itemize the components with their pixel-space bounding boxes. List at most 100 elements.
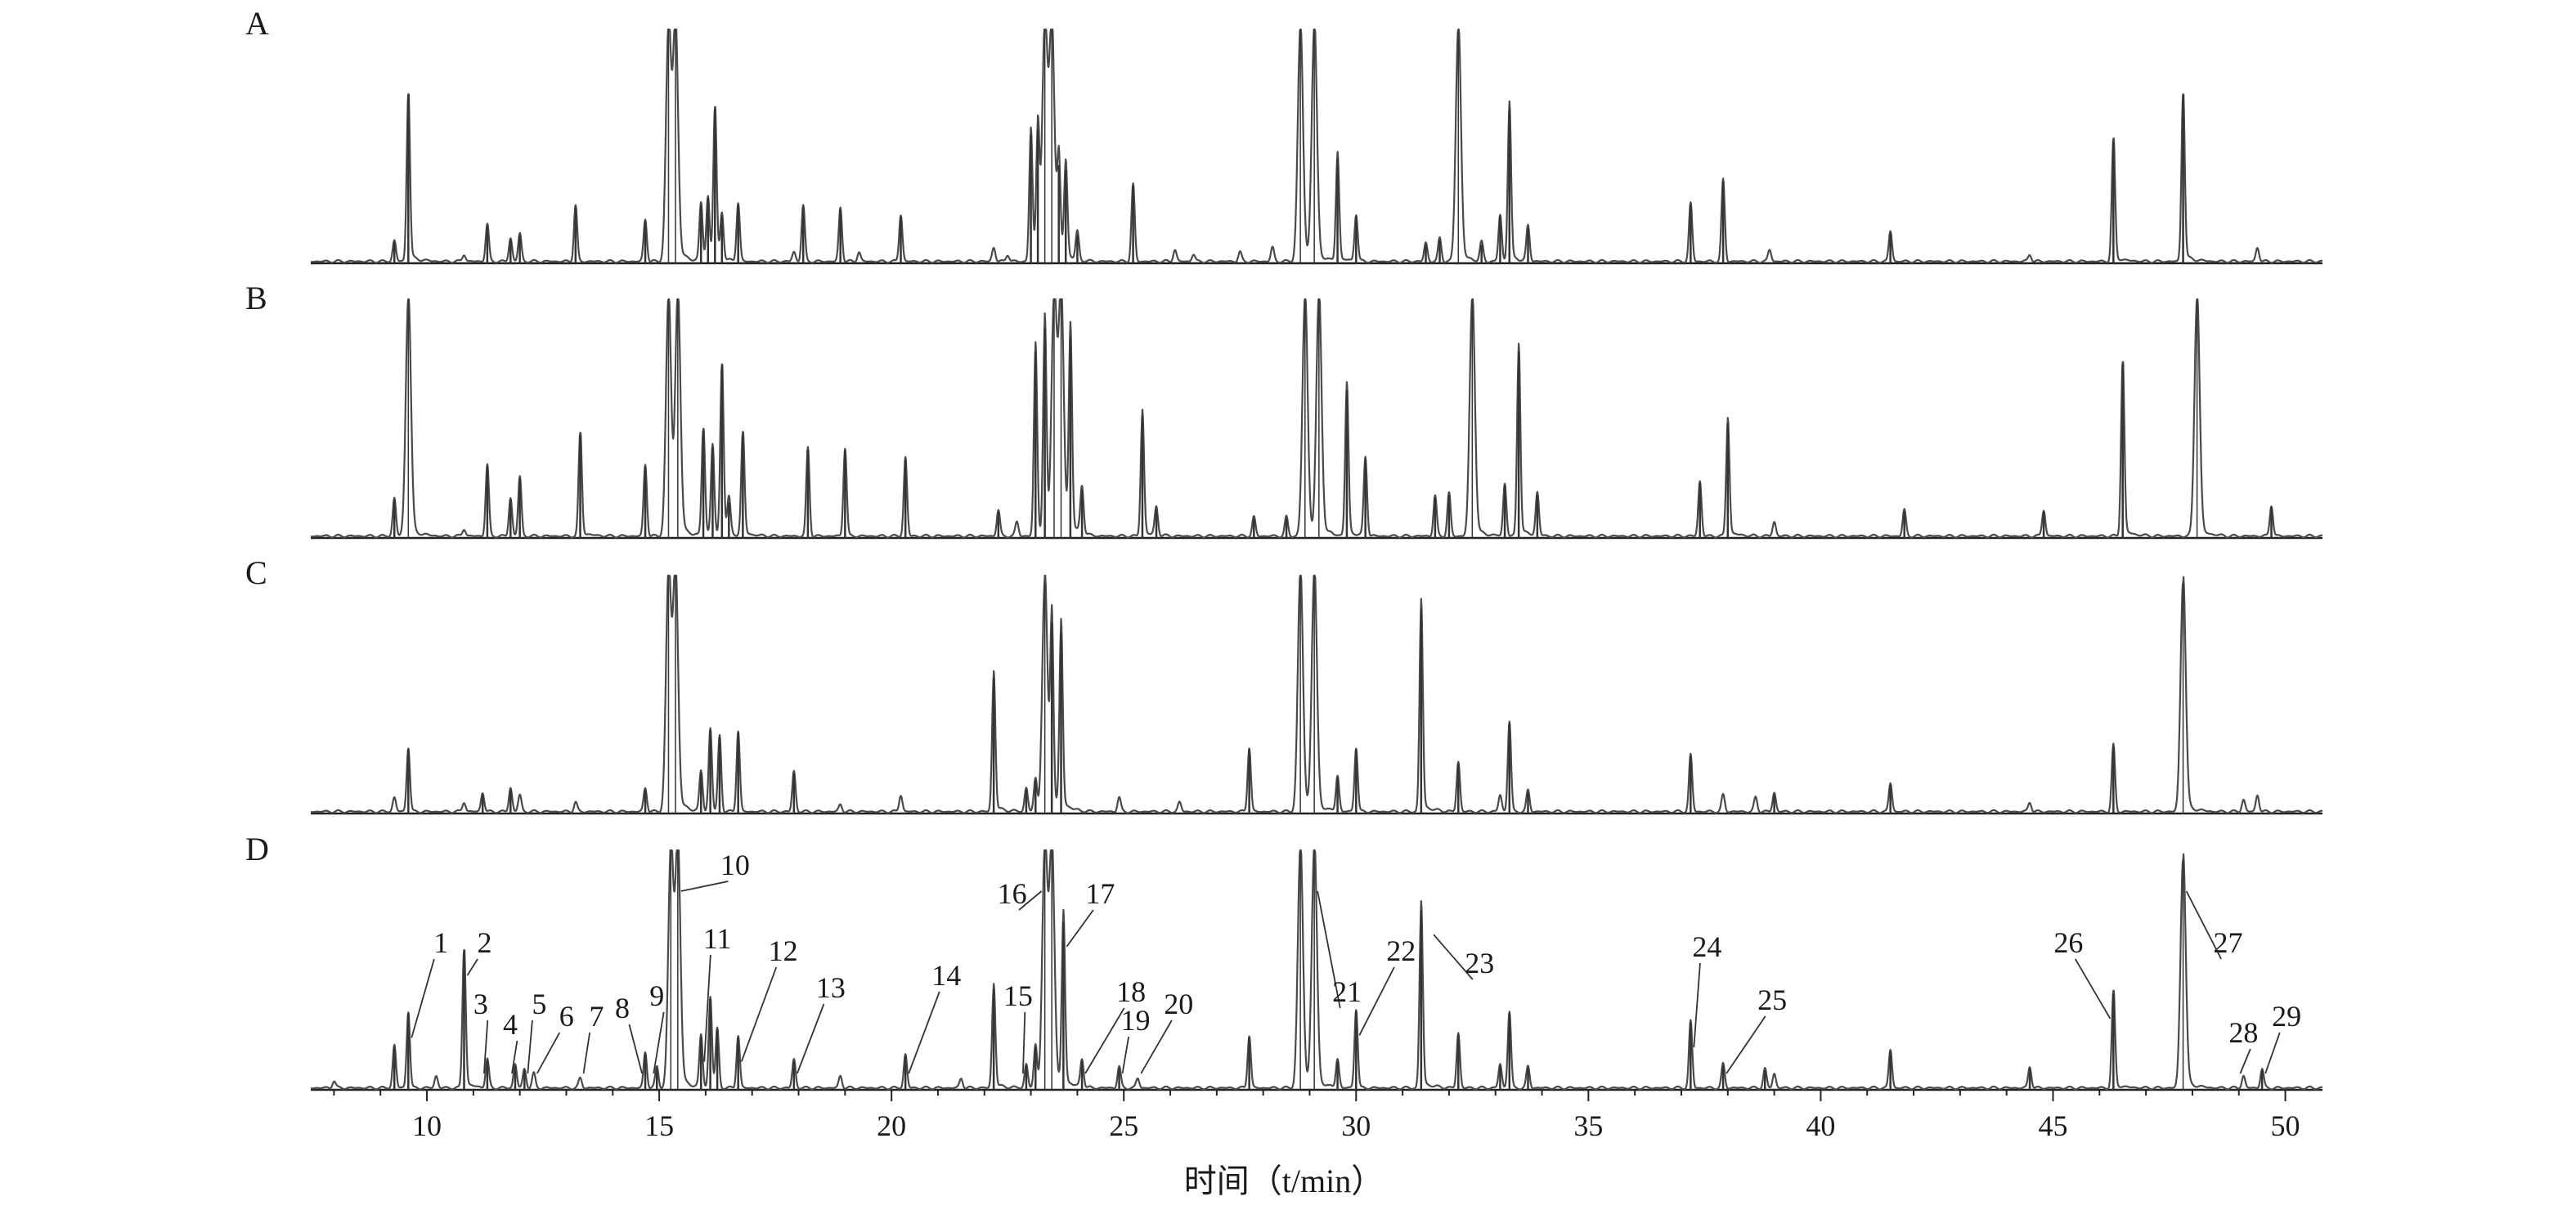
peak-annotation-8: 8 (615, 992, 643, 1074)
leader-line (1693, 962, 1701, 1048)
peak-label: 29 (2272, 1000, 2301, 1033)
leader-line (482, 1020, 489, 1074)
peak-label: 24 (1692, 930, 1721, 963)
peak-label: 3 (473, 988, 488, 1020)
x-tick-label: 45 (2038, 1109, 2067, 1142)
peak-label: 11 (703, 922, 732, 955)
peak-label: 1 (433, 926, 448, 959)
peak-label: 7 (590, 1000, 604, 1033)
peak-annotation-16: 16 (998, 877, 1043, 911)
leader-line (1018, 890, 1043, 911)
panel-b: B (245, 280, 2323, 540)
leader-line (1726, 1015, 1766, 1074)
leader-line (1084, 1007, 1125, 1074)
peak-annotation-23: 23 (1433, 934, 1494, 980)
leader-line (653, 1011, 665, 1074)
x-tick-label: 40 (1806, 1109, 1835, 1142)
peak-label: 16 (998, 877, 1027, 910)
peak-annotation-5: 5 (527, 988, 546, 1074)
peak-label: 17 (1085, 877, 1115, 910)
peak-annotation-1: 1 (411, 926, 448, 1038)
peak-annotation-3: 3 (473, 988, 489, 1074)
peak-annotation-22: 22 (1358, 934, 1416, 1036)
peak-annotation-21: 21 (1317, 890, 1362, 1009)
peak-annotation-2: 2 (466, 926, 491, 976)
peak-annotation-14: 14 (908, 959, 961, 1074)
peak-label: 27 (2214, 926, 2243, 959)
x-tick-label: 10 (412, 1109, 442, 1142)
leader-line (2074, 958, 2112, 1020)
peak-annotation-29: 29 (2264, 1000, 2301, 1074)
x-axis: 10 15 20 25 30 35 40 45 50 (333, 1090, 2300, 1142)
leader-line (1140, 1020, 1173, 1074)
x-axis-label: 时间（t/min） (1184, 1163, 1384, 1199)
panel-a: A (245, 5, 2323, 265)
peak-annotation-28: 28 (2228, 1016, 2258, 1074)
peak-annotation-6: 6 (536, 1000, 574, 1074)
leader-line (1433, 934, 1474, 980)
peak-annotation-19: 19 (1121, 1004, 1151, 1074)
peak-annotation-13: 13 (797, 971, 846, 1074)
peak-annotation-26: 26 (2053, 926, 2112, 1020)
x-tick-label: 30 (1341, 1109, 1371, 1142)
panel-d: D (245, 831, 2323, 1091)
panel-letter-a: A (245, 5, 269, 42)
leader-line (466, 958, 478, 976)
leader-line (908, 991, 940, 1074)
panel-letter-c: C (245, 554, 267, 591)
peak-label: 14 (931, 959, 961, 992)
peak-label: 23 (1465, 947, 1494, 979)
leader-line (2239, 1048, 2251, 1074)
peak-annotation-10: 10 (680, 849, 750, 892)
peak-label: 5 (532, 988, 546, 1020)
peak-annotation-24: 24 (1692, 930, 1721, 1048)
x-tick-label: 50 (2271, 1109, 2300, 1142)
peak-label: 12 (769, 934, 798, 967)
leader-line (2185, 890, 2222, 960)
peak-annotation-20: 20 (1140, 988, 1193, 1074)
peak-label: 9 (649, 979, 664, 1012)
peak-label: 6 (559, 1000, 574, 1033)
leader-line (527, 1020, 533, 1074)
leader-line (2264, 1032, 2281, 1074)
leader-line (511, 1040, 518, 1074)
chromatogram-trace-b (310, 298, 2323, 539)
peak-annotation-11: 11 (703, 922, 732, 1062)
peak-label: 2 (477, 926, 491, 959)
panels: A B C D (245, 5, 2323, 1091)
chromatogram-trace-d (310, 849, 2323, 1091)
peak-annotation-27: 27 (2185, 890, 2243, 960)
leader-line (411, 958, 435, 1038)
leader-line (1317, 890, 1341, 1009)
x-tick-label: 35 (1573, 1109, 1603, 1142)
peak-label: 25 (1757, 984, 1787, 1016)
leader-line (740, 966, 778, 1062)
peak-annotation-18: 18 (1084, 975, 1146, 1074)
leader-line (1358, 966, 1395, 1036)
peak-label: 15 (1003, 979, 1033, 1012)
peak-label: 8 (615, 992, 630, 1024)
peak-annotation-17: 17 (1066, 877, 1115, 948)
x-tick-label: 25 (1109, 1109, 1138, 1142)
peak-label: 18 (1116, 975, 1146, 1008)
leader-line (582, 1032, 591, 1074)
chromatogram-trace-c (310, 574, 2323, 814)
peak-annotation-9: 9 (649, 979, 665, 1074)
peak-label: 19 (1121, 1004, 1151, 1037)
peak-label: 22 (1386, 934, 1416, 967)
leader-line (628, 1024, 643, 1074)
peak-label: 21 (1332, 975, 1362, 1008)
peak-annotation-7: 7 (582, 1000, 604, 1074)
peak-label: 10 (720, 849, 750, 881)
x-tick-label: 20 (877, 1109, 906, 1142)
chromatogram-trace-a (310, 28, 2323, 264)
peak-label: 13 (816, 971, 846, 1004)
peak-annotation-12: 12 (740, 934, 798, 1062)
leader-line (1066, 909, 1094, 948)
peak-label: 28 (2228, 1016, 2258, 1049)
peak-label: 4 (503, 1008, 518, 1041)
panel-c: C (245, 554, 2323, 815)
peak-annotation-15: 15 (1003, 979, 1033, 1074)
